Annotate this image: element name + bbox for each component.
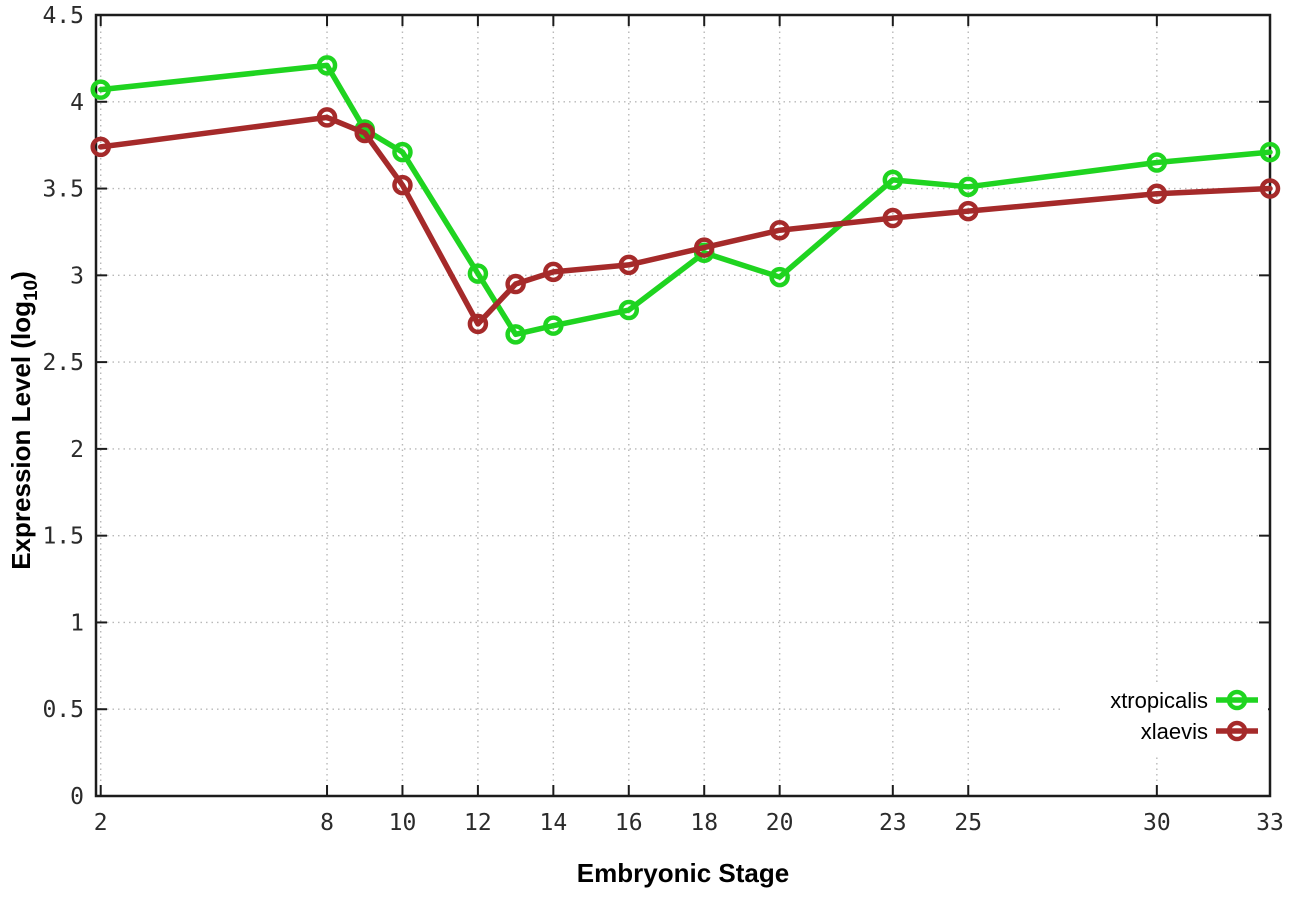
y-tick-label: 0.5 <box>42 697 84 723</box>
xtropicalis-marker <box>1259 141 1281 163</box>
y-tick-label: 3.5 <box>42 177 84 203</box>
xtropicalis-marker <box>467 263 489 284</box>
xtropicalis-marker <box>769 266 790 288</box>
xlaevis-marker <box>505 273 526 295</box>
x-tick-label: 16 <box>615 810 643 836</box>
x-tick-label: 18 <box>690 810 718 836</box>
legend-label-xlaevis: xlaevis <box>1141 719 1208 744</box>
x-tick-label: 8 <box>320 810 334 836</box>
xlaevis-marker <box>882 207 904 229</box>
xlaevis-marker <box>90 136 111 158</box>
series-xlaevis <box>90 107 1281 335</box>
legend-item-xlaevis: xlaevis <box>1141 719 1258 744</box>
xlaevis-marker <box>957 200 979 222</box>
x-tick-label: 14 <box>539 810 567 836</box>
plot-border <box>94 13 1272 798</box>
x-tick-labels: 2 8 10 12 14 16 18 20 23 25 30 33 <box>94 810 1284 836</box>
xlaevis-marker <box>693 237 715 258</box>
xtropicalis-marker <box>392 141 413 163</box>
x-tick-label: 20 <box>766 810 794 836</box>
legend-marker-xlaevis <box>1226 720 1248 742</box>
x-tick-label: 10 <box>389 810 417 836</box>
xlaevis-marker <box>392 174 413 196</box>
y-tick-label: 4.5 <box>42 3 84 29</box>
x-tick-label: 25 <box>954 810 982 836</box>
x-tick-label: 33 <box>1256 810 1284 836</box>
xlaevis-marker <box>316 107 338 128</box>
xlaevis-marker <box>618 254 640 276</box>
x-tick-label: 23 <box>879 810 907 836</box>
grid-lines <box>96 14 1271 797</box>
xlaevis-marker <box>769 219 790 241</box>
legend-marker-xtropicalis <box>1226 689 1248 711</box>
y-tick-label: 1.5 <box>42 524 84 550</box>
x-axis-title: Embryonic Stage <box>577 858 789 888</box>
xtropicalis-marker <box>618 299 640 321</box>
xtropicalis-marker <box>505 324 526 345</box>
y-tick-label: 3 <box>70 263 84 289</box>
y-tick-label: 0 <box>70 784 84 810</box>
xlaevis-marker <box>1259 178 1281 199</box>
xlaevis-marker <box>543 261 564 283</box>
xlaevis-marker <box>467 313 489 335</box>
y-tick-label: 2 <box>70 437 84 463</box>
xlaevis-marker <box>354 122 375 144</box>
xtropicalis-marker <box>1146 152 1168 173</box>
xtropicalis-marker <box>957 176 979 198</box>
x-tick-label: 12 <box>464 810 492 836</box>
xlaevis-marker <box>1146 183 1168 205</box>
y-tick-label: 2.5 <box>42 350 84 376</box>
y-axis-title: Expression Level (log10) <box>6 271 42 570</box>
axis-ticks <box>96 14 1271 797</box>
xtropicalis-marker <box>90 79 111 100</box>
xtropicalis-marker <box>543 315 564 336</box>
y-tick-labels: 0 0.5 1 1.5 2 2.5 3 3.5 4 4.5 <box>42 3 84 810</box>
x-tick-label: 30 <box>1143 810 1171 836</box>
y-tick-label: 1 <box>70 610 84 636</box>
legend-item-xtropicalis: xtropicalis <box>1110 688 1258 713</box>
xtropicalis-marker <box>316 55 338 76</box>
y-tick-label: 4 <box>70 90 84 116</box>
legend: xtropicalis xlaevis <box>1060 682 1268 756</box>
x-tick-label: 2 <box>94 810 108 836</box>
xtropicalis-marker <box>882 169 904 191</box>
legend-label-xtropicalis: xtropicalis <box>1110 688 1208 713</box>
xlaevis-line <box>97 114 1273 327</box>
